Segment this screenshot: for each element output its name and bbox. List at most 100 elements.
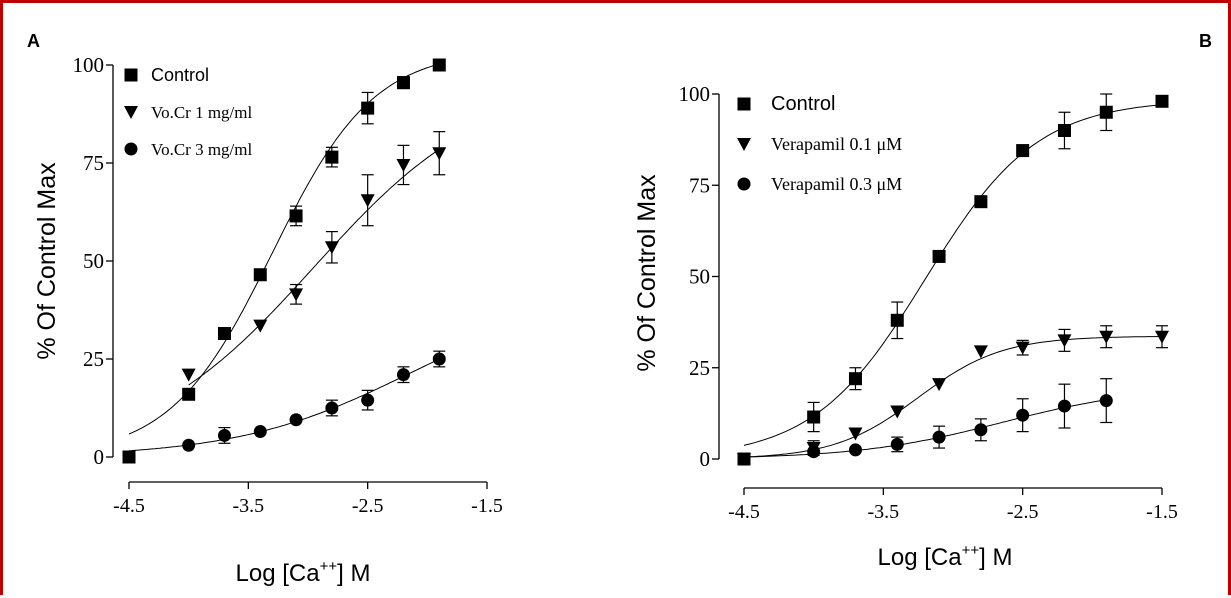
series-2 [181,131,447,382]
data-point [1016,408,1030,422]
legend-marker [737,97,751,111]
data-point [1155,94,1169,108]
data-point [253,425,267,439]
data-point [1057,124,1071,137]
data-point [122,450,136,464]
y-tick-label: 0 [700,447,711,471]
data-point [361,101,375,115]
fit-curve-1 [128,63,440,435]
x-tick-label: -3.5 [232,495,264,517]
data-point [396,158,411,172]
data-point [890,313,904,327]
data-point [253,268,267,282]
data-point [974,195,988,209]
data-point [361,393,375,407]
data-point [890,437,904,451]
legend-marker [737,138,751,151]
data-point [289,413,303,427]
x-tick-label: -4.5 [113,495,145,517]
data-point [432,58,446,72]
legend-label: Verapamil 0.1 μM [771,134,902,154]
data-point [289,288,304,302]
legend: Control Vo.Cr 1 mg/ml Vo.Cr 3 mg/ml [124,65,253,159]
chart-panel-a: A 0 25 50 75 100 -4.5 -3.5 -2.5 -1.5 % Of Control … [27,31,503,587]
series-3 [122,350,446,464]
x-tick-label: -3.5 [867,501,899,523]
data-point [217,327,231,341]
data-point [973,345,988,359]
data-point [396,368,410,382]
data-point [932,378,947,392]
x-tick-label: -1.5 [471,495,503,517]
y-tick-label: 0 [94,445,105,469]
y-tick-label: 100 [73,53,105,77]
x-tick-label: -1.5 [1146,501,1178,523]
data-point [848,372,862,386]
x-axis-title: Log [Ca++] M [236,558,371,587]
data-point [1016,144,1030,158]
series-3 [737,378,1113,466]
data-point [289,209,303,223]
data-point [360,194,375,208]
data-point [324,241,339,255]
legend: Control Verapamil 0.1 μM Verapamil 0.3 μM [737,93,902,194]
data-point [396,76,410,90]
data-point [1057,334,1072,348]
legend-marker [124,68,138,82]
fit-curve-2 [188,148,440,386]
data-point [1015,341,1030,355]
data-point [325,401,339,415]
data-point [217,428,231,442]
y-tick-label: 25 [83,347,104,371]
x-axis-title: Log [Ca++] M [878,542,1013,571]
data-point [1099,330,1114,344]
data-point [182,387,196,401]
x-tick-label: -4.5 [728,501,760,523]
fit-curve-2 [743,336,1162,458]
data-point [1099,394,1113,408]
data-point [848,427,863,441]
data-point [737,452,751,466]
y-axis-title: % Of Control Max [33,162,61,360]
panel-label: B [1199,31,1212,51]
x-tick-label: -2.5 [352,495,384,517]
y-tick-label: 75 [83,151,104,175]
data-point [848,443,862,457]
y-tick-label: 50 [689,265,710,289]
data-point [432,352,446,366]
chart-panel-b: B 0 25 50 75 100 -4.5 -3.5 -2.5 -1.5 % Of Control … [633,31,1212,571]
chart-canvas: A 0 25 50 75 100 -4.5 -3.5 -2.5 -1.5 % Of Control … [27,31,1212,587]
legend-label: Vo.Cr 3 mg/ml [151,140,253,159]
y-tick-label: 100 [679,82,711,106]
data-point [325,150,339,164]
y-tick-label: 75 [689,173,710,197]
panel-label: A [27,31,40,51]
fit-curve-3 [743,399,1107,458]
data-point [253,319,268,333]
data-point [974,423,988,437]
data-point [890,405,905,419]
legend-marker [124,106,138,119]
data-point [182,438,196,452]
data-point [432,147,447,161]
fit-curve-1 [743,104,1163,446]
data-point [181,368,196,382]
data-point [1057,399,1071,413]
y-axis-title: % Of Control Max [633,174,661,372]
legend-marker [737,177,751,191]
data-point [932,430,946,444]
data-point [932,249,946,263]
x-tick-label: -2.5 [1007,501,1039,523]
data-point [807,410,821,424]
legend-label: Verapamil 0.3 μM [771,174,902,194]
y-tick-label: 50 [83,249,104,273]
data-point [1099,105,1113,119]
legend-label: Control [151,65,209,85]
fit-curve-3 [128,358,440,452]
legend-label: Control [771,93,835,115]
y-tick-label: 25 [689,356,710,380]
legend-marker [124,142,138,156]
data-point [1155,330,1169,344]
legend-label: Vo.Cr 1 mg/ml [151,103,253,122]
